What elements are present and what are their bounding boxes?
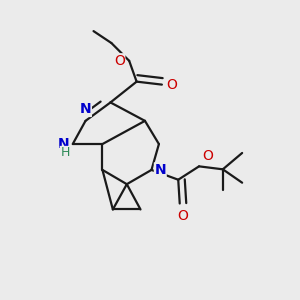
Text: O: O (177, 209, 188, 224)
Text: O: O (166, 78, 177, 92)
Text: N: N (154, 163, 166, 177)
Text: O: O (202, 149, 213, 164)
Text: O: O (114, 54, 125, 68)
Text: N: N (58, 137, 70, 151)
Text: N: N (80, 102, 91, 116)
Text: H: H (60, 146, 70, 160)
